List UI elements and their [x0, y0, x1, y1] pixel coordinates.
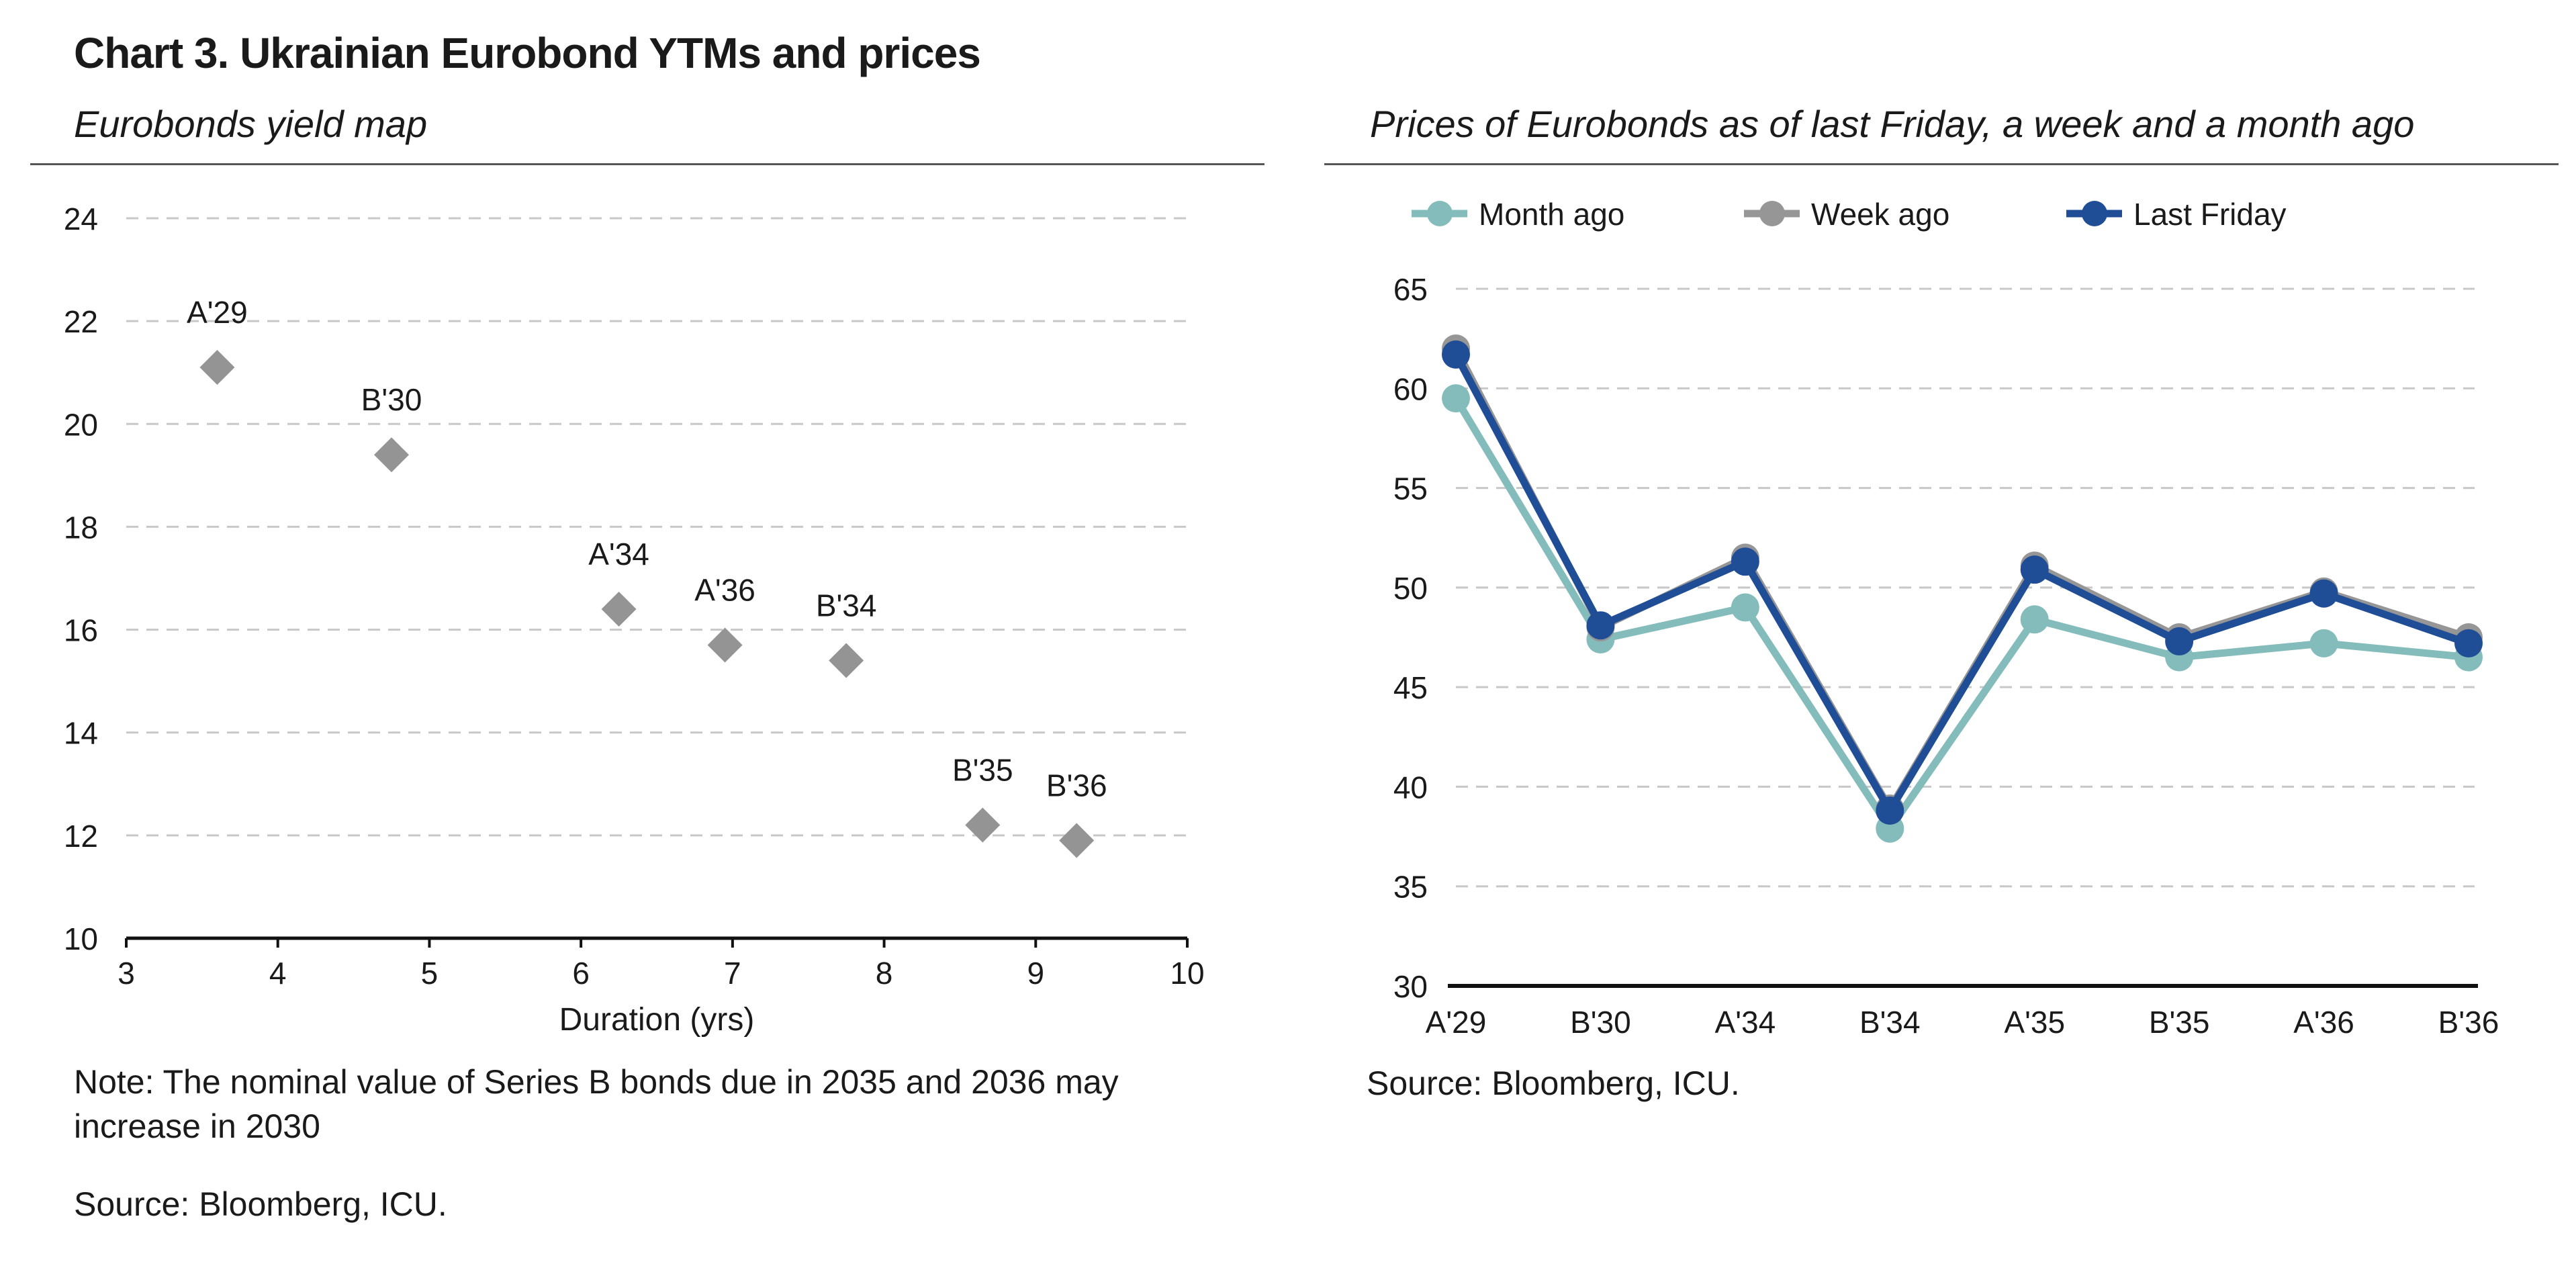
- legend-marker: [1759, 201, 1785, 226]
- left-title-rule: [30, 163, 1264, 165]
- data-point: [1876, 797, 1904, 825]
- scatter-point: [829, 643, 864, 678]
- legend-label: Month ago: [1479, 197, 1624, 232]
- point-label: B'34: [816, 588, 877, 623]
- scatter-point: [199, 350, 235, 385]
- x-tick-label: 6: [572, 956, 590, 991]
- point-label: B'35: [952, 753, 1013, 788]
- y-tick-label: 14: [64, 716, 98, 751]
- scatter-point: [601, 591, 637, 627]
- data-point: [2020, 605, 2049, 634]
- x-axis-label: Duration (yrs): [559, 1002, 755, 1038]
- y-tick-label: 35: [1393, 870, 1428, 905]
- right-title-rule: [1324, 163, 2559, 165]
- series-line: [1453, 396, 2469, 833]
- data-point: [1731, 593, 1759, 622]
- x-tick-label: 3: [118, 956, 135, 991]
- point-label: A'29: [187, 295, 248, 330]
- scatter-point: [1059, 823, 1095, 858]
- y-tick-label: 30: [1393, 969, 1428, 1004]
- data-point: [1442, 340, 1470, 369]
- x-tick-label: A'35: [2004, 1005, 2065, 1040]
- x-tick-label: 7: [724, 956, 741, 991]
- y-tick-label: 16: [64, 613, 98, 648]
- right-chart-subtitle: Prices of Eurobonds as of last Friday, a…: [1370, 103, 2415, 145]
- x-tick-label: 10: [1170, 956, 1204, 991]
- x-tick-label: A'29: [1426, 1005, 1487, 1040]
- data-point: [1731, 547, 1759, 576]
- data-point: [2165, 627, 2194, 655]
- left-chart-note: Note: The nominal value of Series B bond…: [74, 1063, 1119, 1145]
- series-line: [1453, 347, 2470, 813]
- figure-title: Chart 3. Ukrainian Eurobond YTMs and pri…: [74, 29, 981, 77]
- y-tick-label: 55: [1393, 471, 1428, 506]
- y-tick-label: 50: [1393, 571, 1428, 606]
- x-tick-label: 8: [876, 956, 893, 991]
- x-tick-label: B'36: [2438, 1005, 2499, 1040]
- yield-map-chart: 10 12 14 16 18 20 22 24 3 4 5 6 7 8 9 10 Duration (yrs) A…: [64, 201, 1205, 1038]
- legend-marker: [2082, 201, 2107, 226]
- y-tick-label: 65: [1393, 272, 1428, 307]
- data-point: [2309, 579, 2338, 608]
- point-label: B'36: [1046, 768, 1107, 803]
- x-tick-label: A'34: [1715, 1005, 1776, 1040]
- legend-label: Week ago: [1811, 197, 1949, 232]
- data-point: [2020, 555, 2049, 584]
- data-point: [2454, 629, 2483, 657]
- y-tick-label: 45: [1393, 670, 1428, 705]
- legend-marker: [1427, 201, 1453, 226]
- series-line: [1453, 353, 2470, 815]
- x-tick-label: A'36: [2293, 1005, 2354, 1040]
- scatter-point: [374, 437, 409, 473]
- data-point: [1586, 611, 1615, 640]
- scatter-point: [965, 807, 1001, 843]
- legend-label: Last Friday: [2133, 197, 2287, 232]
- left-chart-source: Source: Bloomberg, ICU.: [74, 1185, 447, 1223]
- x-tick-label: 4: [269, 956, 287, 991]
- x-tick-label: 9: [1027, 956, 1044, 991]
- y-tick-label: 60: [1393, 371, 1428, 406]
- y-tick-label: 22: [64, 304, 98, 339]
- data-point: [2309, 629, 2338, 657]
- x-tick-label: B'35: [2149, 1005, 2210, 1040]
- y-tick-label: 10: [64, 921, 98, 956]
- point-label: A'34: [588, 537, 649, 572]
- x-tick-label: B'34: [1859, 1005, 1921, 1040]
- point-label: B'30: [361, 382, 422, 417]
- y-tick-label: 20: [64, 407, 98, 442]
- x-tick-label: B'30: [1570, 1005, 1631, 1040]
- y-tick-label: 18: [64, 510, 98, 545]
- data-point: [1442, 384, 1470, 413]
- point-label: A'36: [694, 573, 755, 608]
- right-chart-source: Source: Bloomberg, ICU.: [1367, 1064, 1740, 1102]
- left-chart-subtitle: Eurobonds yield map: [74, 103, 428, 145]
- y-tick-label: 40: [1393, 770, 1428, 805]
- scatter-point: [707, 627, 743, 663]
- prices-chart: 30 35 40 45 50 55 60 65 A'29 B'30 A'34 B'34 A'35 B'35…: [1393, 197, 2499, 1040]
- x-tick-label: 5: [421, 956, 439, 991]
- y-tick-label: 24: [64, 201, 98, 236]
- y-tick-label: 12: [64, 819, 98, 854]
